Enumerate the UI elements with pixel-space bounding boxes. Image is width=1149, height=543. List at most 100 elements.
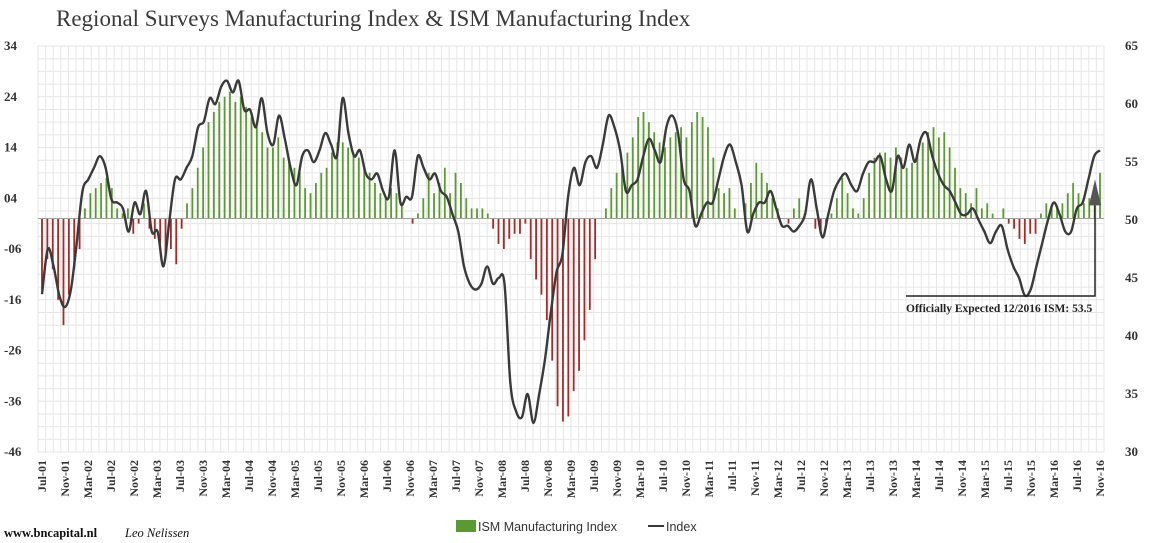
ism-bar [1018,218,1021,239]
x-axis-tick: Jul-03 [173,460,187,492]
ism-bar [685,137,688,219]
x-axis-tick: Mar-08 [495,460,509,498]
ism-bar [266,147,269,219]
credit-site: www.bncapital.nl [4,526,98,540]
ism-bar [186,203,188,219]
ism-bar [905,167,908,219]
ism-bar [497,218,500,244]
ism-bar [792,208,795,219]
x-axis-tick: Jul-15 [1001,460,1015,492]
ism-bar [1007,218,1010,224]
ism-bar [465,198,468,219]
ism-bar [519,218,521,234]
x-axis-tick: Nov-14 [955,460,969,497]
credit-author: Leo Nelissen [124,526,189,540]
ism-bar [1056,208,1058,219]
ism-bar [245,106,247,219]
ism-bar [943,132,946,219]
ism-bar [572,218,575,392]
left-axis-tick: 14 [4,140,18,155]
ism-bar [400,203,403,219]
ism-bar [841,177,844,219]
ism-bar [626,152,629,219]
x-axis-tick: Nov-07 [472,460,486,497]
ism-bar [562,218,564,422]
x-axis-tick: Mar-05 [288,460,302,498]
ism-bar [545,218,548,321]
ism-bar [347,147,350,219]
x-axis-tick: Jul-02 [104,460,118,492]
ism-bar [180,218,183,229]
x-axis-tick: Mar-02 [81,460,95,498]
ism-bar [873,157,876,219]
ism-bar [1066,193,1069,219]
x-axis-tick: Jul-05 [311,460,325,492]
ism-bar [223,96,226,219]
ism-bar [674,132,677,219]
ism-bar [986,203,989,219]
ism-bar [911,162,913,219]
ism-bar [578,218,580,371]
ism-bar [153,218,156,239]
x-axis-tick: Mar-15 [978,460,992,498]
x-axis-tick: Nov-05 [334,460,348,497]
x-axis-tick: Jul-14 [932,460,946,492]
ism-bar [1088,198,1091,219]
ism-bar [51,218,54,270]
ism-bar [288,157,290,219]
chart-title: Regional Surveys Manufacturing Index & I… [56,6,691,31]
ism-bar [73,218,76,270]
ism-bar [771,198,774,219]
ism-bar [755,162,758,219]
x-axis-tick: Jul-09 [587,460,601,492]
ism-bar [653,132,656,219]
right-axis-tick: 55 [1125,154,1139,169]
x-axis-tick: Nov-16 [1093,460,1107,497]
ism-bar [980,208,983,219]
ism-bar [723,193,725,219]
ism-bar [884,152,887,219]
ism-bar [196,167,199,219]
ism-bar [948,147,951,219]
x-axis-tick: Nov-06 [403,460,417,497]
ism-bar [336,142,339,219]
ism-bar [1099,172,1101,219]
ism-bar [159,218,162,249]
ism-bar [110,188,113,219]
ism-bar [637,117,640,219]
ism-bar [363,167,366,219]
ism-bar [438,183,441,219]
ism-bar [470,208,473,219]
ism-bar [341,142,344,219]
x-axis-tick: Nov-01 [58,460,72,497]
ism-bar [760,172,763,219]
ism-bar [67,218,70,295]
ism-bar [631,137,634,219]
ism-bar [712,157,715,219]
annotation-text: Officially Expected 12/2016 ISM: 53.5 [906,303,1092,315]
ism-bar [1034,218,1037,234]
ism-bar [642,111,645,219]
x-axis-tick: Mar-04 [219,460,233,498]
ism-bar [513,218,516,234]
x-axis-tick: Nov-09 [610,460,624,497]
ism-bar [1029,218,1032,234]
x-axis-tick: Nov-12 [817,460,831,497]
ism-bar [921,142,924,219]
ism-bar [411,218,414,224]
x-axis-tick: Nov-04 [265,460,279,497]
ism-bar [707,127,709,219]
x-axis-tick: Nov-15 [1024,460,1038,497]
left-axis-tick: -06 [4,241,22,256]
ism-bar [325,167,328,219]
ism-bar [331,152,333,219]
ism-bar [352,152,355,219]
x-axis-tick: Mar-10 [633,460,647,498]
ism-bar [454,172,457,219]
ism-bar [395,193,398,219]
ism-bar [540,218,543,295]
x-axis: Jul-01 Nov-01 Mar-02 Jul-02 Nov-02 Mar-03 Jul-… [35,460,1107,498]
ism-bar [261,132,264,219]
ism-bar [433,193,435,219]
ism-bar [212,111,215,219]
